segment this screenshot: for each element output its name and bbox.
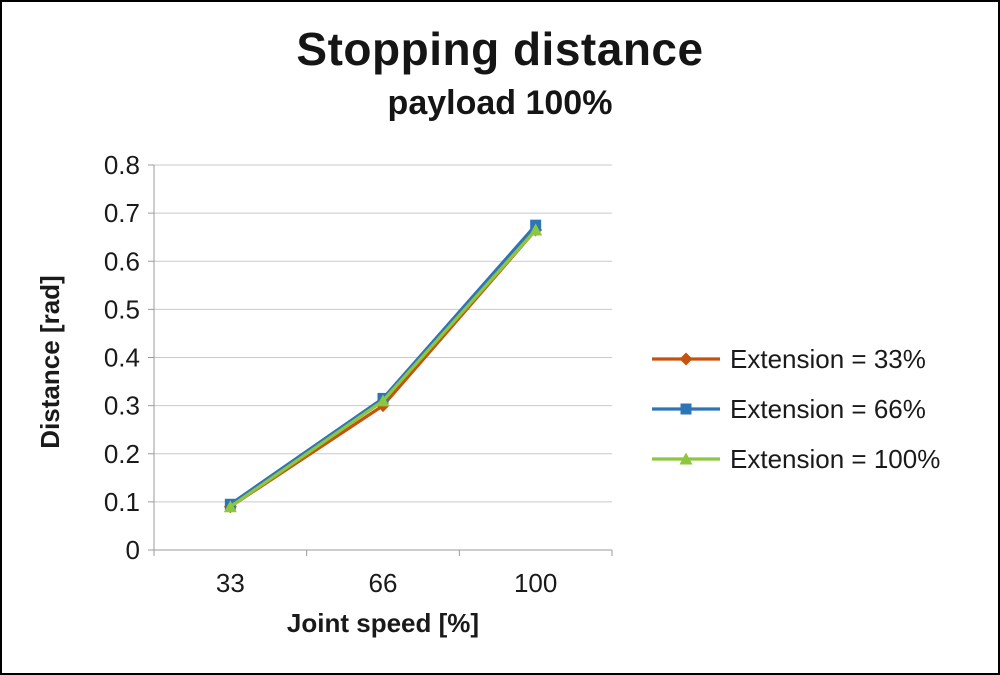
y-axis-title: Distance [rad] (35, 275, 65, 448)
y-tick-label: 0.7 (104, 198, 140, 228)
y-tick-label: 0.8 (104, 150, 140, 180)
x-tick-label: 100 (514, 568, 557, 598)
marker-square (680, 403, 692, 415)
legend-sample (652, 352, 720, 366)
x-axis-title: Joint speed [%] (287, 608, 479, 638)
legend-label: Extension = 33% (730, 343, 926, 374)
legend-label: Extension = 66% (730, 393, 926, 424)
chart-subtitle: payload 100% (387, 84, 613, 122)
series (223, 219, 543, 514)
legend-item: Extension = 66% (650, 384, 940, 434)
series-line (229, 224, 537, 506)
axes (148, 164, 613, 556)
legend: Extension = 33% Extension = 66% Extension … (650, 334, 940, 484)
marker-diamond (679, 352, 693, 366)
legend-label: Extension = 100% (730, 443, 941, 474)
y-tick-label: 0.4 (104, 343, 140, 373)
y-tick-label: 0.1 (104, 487, 140, 517)
y-tick-label: 0 (126, 535, 140, 565)
y-tick-label: 0.3 (104, 391, 140, 421)
y-tick-label: 0.5 (104, 294, 140, 324)
legend-sample (652, 403, 720, 415)
series-line (229, 228, 537, 509)
legend-item: Extension = 100% (650, 434, 940, 484)
marker-triangle (679, 452, 693, 465)
gridlines (154, 164, 612, 551)
y-tick-label: 0.2 (104, 439, 140, 469)
legend-item: Extension = 33% (650, 334, 940, 384)
plot-area: 0 0.1 0.2 0.3 0.4 0.5 0.6 0.7 0.8 33 66 100 Distanc… (35, 150, 613, 638)
marker-triangle (529, 223, 543, 236)
series-line (229, 228, 537, 509)
marker-triangle (223, 500, 237, 513)
legend-sample (652, 452, 720, 465)
x-tick-label: 33 (216, 568, 245, 598)
chart-title: Stopping distance (296, 23, 704, 75)
x-tick-label: 66 (369, 568, 398, 598)
marker-triangle (376, 394, 390, 407)
tick-labels: 0 0.1 0.2 0.3 0.4 0.5 0.6 0.7 0.8 33 66 100 (104, 150, 558, 598)
y-tick-label: 0.6 (104, 246, 140, 276)
